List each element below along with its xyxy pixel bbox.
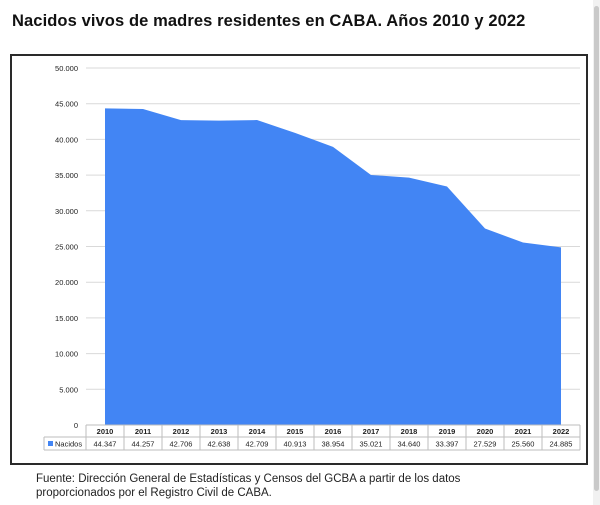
data-label: 42.709: [246, 440, 269, 449]
y-tick-label: 15.000: [55, 314, 78, 323]
x-tick-label: 2019: [439, 427, 456, 436]
data-label: 27.529: [474, 440, 497, 449]
legend-label-nacidos: Nacidos: [55, 440, 82, 449]
data-label: 33.397: [436, 440, 459, 449]
data-label: 24.885: [550, 440, 573, 449]
source-line-2: proporcionados por el Registro Civil de …: [36, 487, 272, 499]
data-label: 35.021: [360, 440, 383, 449]
x-tick-label: 2010: [97, 427, 114, 436]
y-tick-label: 40.000: [55, 135, 78, 144]
y-tick-label: 0: [74, 421, 78, 430]
data-label: 25.560: [512, 440, 535, 449]
x-tick-label: 2022: [553, 427, 570, 436]
data-label: 44.257: [132, 440, 155, 449]
y-tick-label: 30.000: [55, 207, 78, 216]
y-tick-label: 20.000: [55, 278, 78, 287]
x-tick-label: 2015: [287, 427, 304, 436]
series-area-nacidos: [105, 108, 561, 425]
data-label: 42.638: [208, 440, 231, 449]
data-label: 34.640: [398, 440, 421, 449]
source-note: Fuente: Dirección General de Estadística…: [36, 472, 460, 500]
data-label: 38.954: [322, 440, 345, 449]
x-tick-label: 2017: [363, 427, 380, 436]
x-tick-label: 2016: [325, 427, 342, 436]
data-label: 40.913: [284, 440, 307, 449]
y-tick-label: 10.000: [55, 350, 78, 359]
y-tick-label: 35.000: [55, 171, 78, 180]
scrollbar-thumb[interactable]: [594, 6, 599, 491]
x-tick-label: 2021: [515, 427, 532, 436]
y-tick-label: 50.000: [55, 64, 78, 73]
x-tick-label: 2013: [211, 427, 228, 436]
x-tick-label: 2014: [249, 427, 267, 436]
x-tick-label: 2020: [477, 427, 494, 436]
x-tick-label: 2012: [173, 427, 190, 436]
data-label: 44.347: [94, 440, 117, 449]
y-tick-label: 5.000: [59, 385, 78, 394]
chart-frame: 0 5.000 10.000 15.000 20.000 25.000 30.000 35.0…: [10, 54, 588, 465]
source-line-1: Fuente: Dirección General de Estadística…: [36, 473, 461, 485]
x-tick-label: 2018: [401, 427, 418, 436]
x-tick-label: 2011: [135, 427, 151, 436]
chart-svg: 0 5.000 10.000 15.000 20.000 25.000 30.000 35.0…: [43, 64, 581, 451]
y-tick-label: 25.000: [55, 243, 78, 252]
legend-swatch-nacidos: [48, 441, 53, 446]
y-tick-label: 45.000: [55, 100, 78, 109]
data-label: 42.706: [170, 440, 193, 449]
chart-title: Nacidos vivos de madres residentes en CA…: [12, 12, 526, 30]
